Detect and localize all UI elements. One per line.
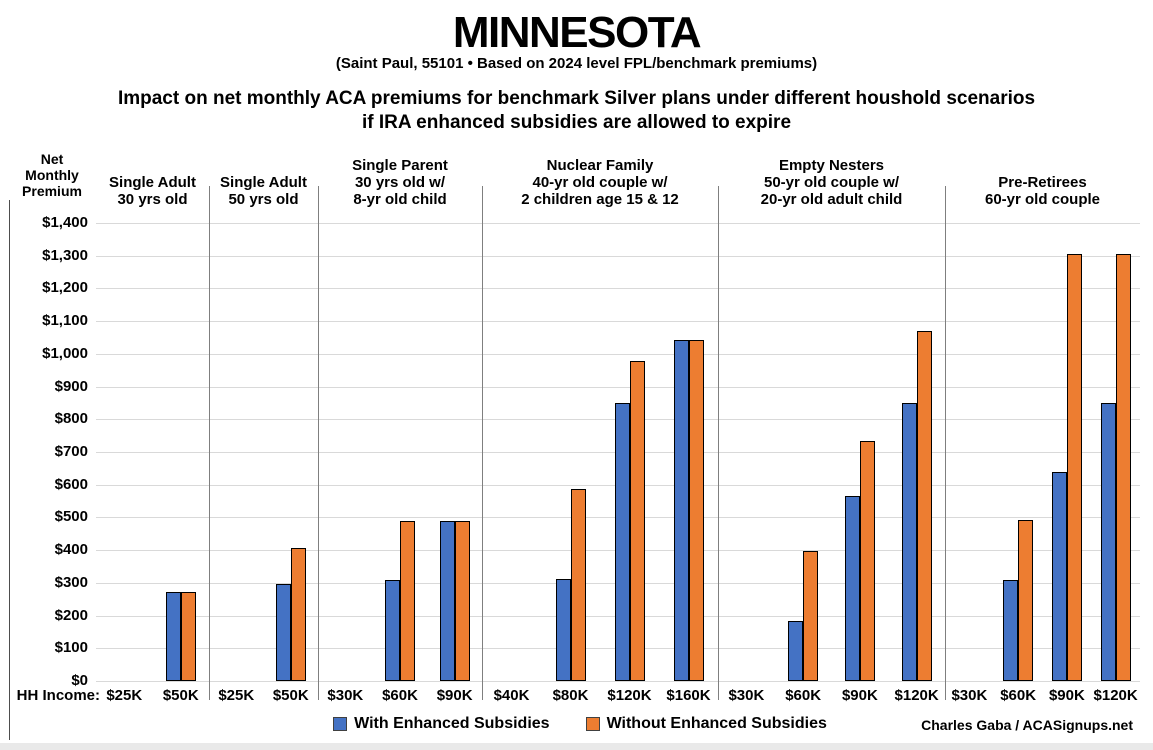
income-label: $50K [272, 687, 309, 704]
group-header: Single Parent 30 yrs old w/ 8-yr old chi… [352, 157, 448, 208]
bottom-edge-strip [0, 743, 1153, 750]
bar-with-subsidies [385, 579, 400, 681]
income-label: $25K [218, 687, 255, 704]
x-axis-title: HH Income: [16, 687, 100, 704]
income-label: $90K [436, 687, 473, 704]
chart-subtitle: (Saint Paul, 55101 • Based on 2024 level… [335, 55, 818, 72]
legend-swatch-with-subsidies-icon [333, 717, 348, 731]
income-label: $60K [382, 687, 418, 704]
group-header: Single Adult 50 yrs old [220, 174, 307, 208]
y-tick-label: $500 [54, 508, 88, 526]
bar-without-subsidies [454, 521, 470, 681]
y-tick-label: $300 [54, 573, 88, 591]
bar-with-subsidies [1100, 402, 1116, 681]
y-tick-label: $0 [71, 672, 88, 689]
gridline [96, 386, 1140, 388]
income-label: $25K [106, 687, 143, 704]
bar-without-subsidies [180, 592, 196, 681]
y-tick-label: $1,100 [42, 312, 88, 330]
bar-without-subsidies [916, 330, 932, 681]
gridline [96, 681, 1140, 682]
bar-with-subsidies [1003, 580, 1019, 681]
group-separator [718, 186, 719, 700]
legend-label: Without Enhanced Subsidies [606, 715, 827, 732]
chart-heading-line1: Impact on net monthly ACA premiums for b… [117, 88, 1036, 109]
group-separator [945, 186, 946, 700]
y-tick-label: $1,300 [42, 246, 88, 264]
credit-attribution: Charles Gaba / ACASignups.net [921, 717, 1133, 733]
gridline [96, 255, 1140, 257]
legend-label: With Enhanced Subsidies [354, 715, 550, 732]
bar-without-subsidies [803, 551, 819, 681]
y-tick-label: $1,000 [42, 344, 88, 362]
y-tick-label: $800 [54, 410, 88, 428]
group-header: Empty Nesters 50-yr old couple w/ 20-yr … [760, 157, 903, 208]
bar-without-subsidies [629, 360, 645, 681]
bar-without-subsidies [1018, 520, 1034, 681]
chart-heading: Impact on net monthly ACA premiums for b… [0, 87, 1153, 135]
bar-without-subsidies [1066, 254, 1082, 681]
bar-with-subsidies [788, 621, 804, 681]
group-header: Pre-Retirees 60-yr old couple [984, 174, 1101, 208]
y-tick-label: $200 [54, 606, 88, 624]
gridline [96, 223, 1140, 224]
income-label: $90K [1048, 687, 1085, 704]
group-separator [318, 186, 319, 700]
group-separator [482, 186, 483, 700]
y-tick-label: $900 [54, 377, 88, 395]
y-tick-label: $700 [54, 443, 88, 460]
y-tick-label: $600 [54, 475, 88, 493]
legend-item-without-subsidies: Without Enhanced Subsidies [585, 715, 827, 733]
bar-without-subsidies [400, 521, 415, 681]
income-label: $60K [785, 687, 822, 704]
income-label: $30K [728, 687, 765, 704]
bar-with-subsidies [901, 402, 917, 681]
group-header: Nuclear Family 40-yr old couple w/ 2 chi… [521, 157, 679, 208]
income-label: $40K [493, 687, 530, 704]
income-label: $60K [1000, 687, 1037, 704]
income-label: $160K [666, 687, 711, 704]
legend: With Enhanced Subsidies Without Enhanced… [300, 715, 860, 733]
chart-heading-line2: if IRA enhanced subsidies are allowed to… [361, 112, 792, 133]
y-tick-label: $100 [54, 639, 88, 657]
bar-with-subsidies [844, 495, 860, 681]
income-label: $120K [607, 687, 652, 704]
bar-without-subsidies [859, 440, 875, 681]
legend-item-with-subsidies: With Enhanced Subsidies [333, 715, 550, 733]
gridline [96, 288, 1140, 290]
income-label: $30K [327, 687, 364, 704]
gridline [96, 321, 1140, 323]
gridline [96, 353, 1140, 355]
income-label: $90K [841, 687, 878, 704]
group-separator [209, 186, 210, 700]
bar-without-subsidies [688, 339, 704, 681]
y-tick-label: $400 [54, 541, 88, 559]
y-axis-title: Net Monthly Premium [22, 151, 82, 199]
group-header: Single Adult 30 yrs old [109, 174, 196, 208]
bar-with-subsidies [555, 578, 571, 681]
income-label: $50K [162, 687, 199, 704]
y-tick-label: $1,400 [42, 214, 88, 231]
bar-with-subsidies [673, 339, 689, 681]
bar-with-subsidies [275, 584, 291, 681]
bar-with-subsidies [614, 402, 630, 681]
bar-without-subsidies [1115, 254, 1131, 681]
bar-without-subsidies [290, 547, 306, 681]
income-label: $30K [951, 687, 988, 704]
bar-with-subsidies [439, 521, 455, 681]
page-title: MINNESOTA [452, 8, 702, 57]
y-tick-label: $1,200 [42, 279, 88, 297]
chart-left-border [9, 200, 10, 740]
income-label: $80K [552, 687, 589, 704]
income-label: $120K [1093, 687, 1138, 704]
bar-with-subsidies [1051, 472, 1067, 681]
legend-swatch-without-subsidies-icon [585, 717, 600, 731]
income-label: $120K [894, 687, 939, 704]
bar-with-subsidies [165, 592, 181, 681]
bar-without-subsidies [570, 488, 586, 681]
